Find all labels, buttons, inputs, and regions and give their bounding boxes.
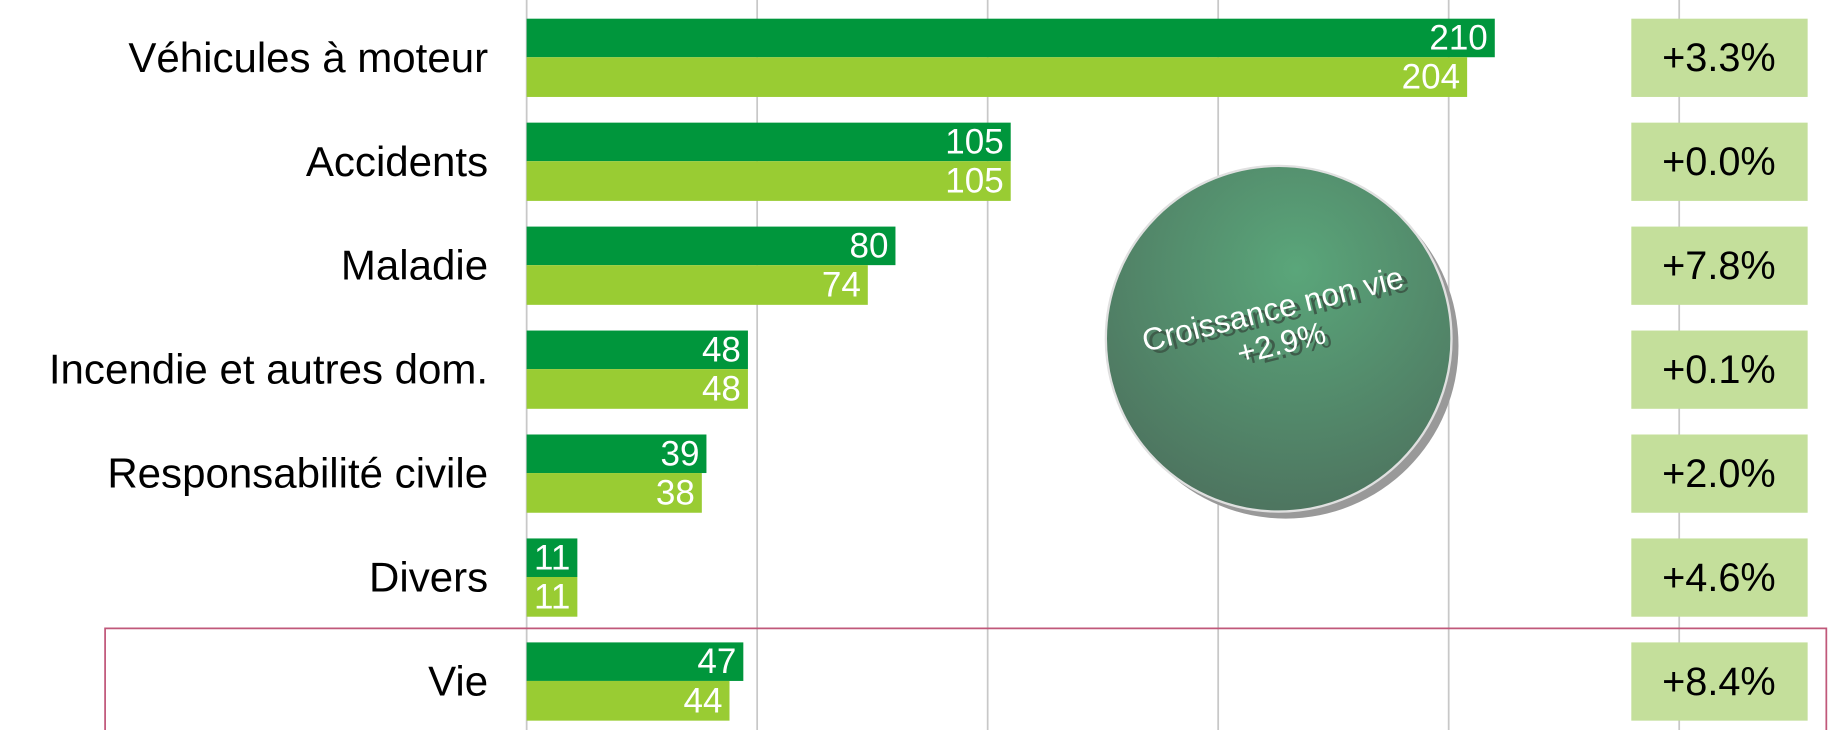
category-label: Véhicules à moteur — [128, 34, 488, 81]
value-label: 105 — [945, 162, 1003, 201]
category-label: Incendie et autres dom. — [49, 346, 488, 393]
growth-label: +0.0% — [1662, 140, 1776, 184]
bar — [526, 226, 896, 266]
value-label: 11 — [534, 577, 570, 616]
growth-box — [1631, 538, 1808, 617]
value-label: 210 — [1429, 19, 1487, 58]
value-label: 80 — [850, 226, 889, 265]
growth-box — [1631, 642, 1808, 721]
growth-label: +3.3% — [1662, 36, 1776, 80]
growth-label: +0.1% — [1662, 348, 1776, 392]
bar — [526, 642, 744, 681]
value-label: 105 — [945, 122, 1003, 161]
category-label: Divers — [369, 554, 488, 601]
value-label: 39 — [660, 434, 699, 473]
value-label: 204 — [1402, 58, 1460, 97]
bar — [526, 473, 702, 513]
value-label: 47 — [697, 642, 736, 681]
bar — [526, 680, 730, 721]
value-label: 38 — [656, 473, 695, 512]
category-label: Responsabilité civile — [107, 450, 488, 497]
bar — [526, 434, 707, 474]
bar — [526, 576, 578, 617]
category-label: Accidents — [306, 138, 488, 185]
value-label: 44 — [684, 681, 723, 720]
value-label: 48 — [702, 330, 741, 369]
bar — [526, 122, 1011, 162]
growth-box — [1631, 226, 1808, 305]
growth-box — [1631, 122, 1808, 201]
growth-label: +4.6% — [1662, 556, 1776, 600]
bubble: Croissance non vie +2.9% Croissance non … — [1104, 164, 1459, 519]
value-label: 48 — [702, 370, 741, 409]
growth-label: +7.8% — [1662, 244, 1776, 288]
bar — [526, 57, 1468, 97]
growth-label: +2.0% — [1662, 452, 1776, 496]
bar — [526, 538, 578, 577]
growth-label: +8.4% — [1662, 660, 1776, 704]
bar — [526, 369, 748, 409]
value-label: 74 — [822, 266, 861, 305]
bar — [526, 18, 1495, 58]
highlight-box — [104, 627, 1828, 730]
bubble-circle — [1104, 164, 1453, 513]
growth-box — [1631, 18, 1808, 97]
growth-box — [1631, 434, 1808, 513]
value-label: 11 — [534, 538, 570, 577]
bar — [526, 161, 1011, 201]
bar — [526, 265, 868, 305]
growth-box — [1631, 330, 1808, 409]
category-label: Vie — [428, 658, 488, 705]
bar — [526, 330, 748, 370]
category-label: Maladie — [341, 242, 488, 289]
